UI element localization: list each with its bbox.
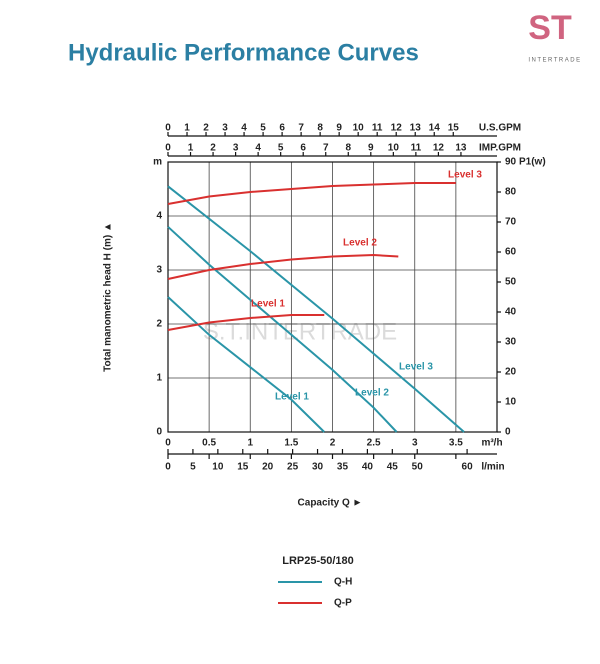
y2-tick-label: 0 bbox=[505, 427, 511, 438]
y-tick-label: 4 bbox=[156, 211, 162, 222]
y2-tick-label: 30 bbox=[505, 337, 517, 348]
curve-label: Level 2 bbox=[355, 388, 389, 399]
top-tick-label: 0 bbox=[165, 123, 171, 134]
curve-label: Level 3 bbox=[399, 362, 433, 373]
x2-unit: l/min bbox=[481, 462, 504, 473]
top-axis-label: U.S.GPM bbox=[479, 123, 521, 134]
curve-label: Level 2 bbox=[343, 238, 377, 249]
curve bbox=[167, 185, 465, 433]
y2-tick-label: 20 bbox=[505, 367, 517, 378]
top-tick-label: 11 bbox=[372, 123, 383, 134]
curve bbox=[167, 314, 325, 331]
x2-tick-label: 25 bbox=[287, 462, 299, 473]
y2-tick-label: 80 bbox=[505, 187, 517, 198]
x2-tick-label: 40 bbox=[362, 462, 374, 473]
logo-text: INTERTRADE bbox=[528, 58, 581, 64]
curve bbox=[167, 253, 399, 280]
x2-tick-label: 20 bbox=[262, 462, 274, 473]
x2-tick-label: 10 bbox=[212, 462, 224, 473]
y2-tick-label: 90 bbox=[505, 157, 517, 168]
top-tick-label: 10 bbox=[353, 123, 365, 134]
x2-tick-label: 15 bbox=[237, 462, 249, 473]
y-tick-label: 2 bbox=[156, 319, 162, 330]
legend-label: Q-P bbox=[334, 598, 352, 609]
x2-tick-label: 0 bbox=[165, 462, 171, 473]
x2-tick-label: 50 bbox=[412, 462, 424, 473]
x-tick-label: 1 bbox=[247, 438, 253, 449]
curve bbox=[167, 182, 456, 205]
top-tick-label: 0 bbox=[165, 143, 171, 154]
x2-tick-label: 30 bbox=[312, 462, 324, 473]
x-tick-label: 0.5 bbox=[202, 438, 216, 449]
watermark: S.T.INTERTRADE bbox=[203, 318, 397, 345]
top-tick-label: 6 bbox=[300, 143, 306, 154]
top-tick-label: 14 bbox=[429, 123, 441, 134]
y2-tick-label: 10 bbox=[505, 397, 517, 408]
top-tick-label: 15 bbox=[448, 123, 460, 134]
x-unit: m³/h bbox=[481, 438, 502, 449]
logo-mark: ST bbox=[528, 9, 572, 47]
top-tick-label: 1 bbox=[184, 123, 190, 134]
top-tick-label: 9 bbox=[368, 143, 374, 154]
y-tick-label: 0 bbox=[156, 427, 162, 438]
top-tick-label: 13 bbox=[455, 143, 467, 154]
y2-unit: P1(w) bbox=[519, 157, 546, 168]
legend-label: Q-H bbox=[334, 577, 352, 588]
top-tick-label: 8 bbox=[317, 123, 323, 134]
top-tick-label: 9 bbox=[336, 123, 342, 134]
top-tick-label: 10 bbox=[388, 143, 400, 154]
x2-tick-label: 5 bbox=[190, 462, 196, 473]
curve bbox=[167, 226, 398, 433]
top-tick-label: 11 bbox=[411, 143, 422, 154]
top-tick-label: 5 bbox=[260, 123, 266, 134]
y2-tick-label: 50 bbox=[505, 277, 517, 288]
top-tick-label: 7 bbox=[323, 143, 329, 154]
curve-label: Level 1 bbox=[251, 299, 285, 310]
y-axis-label: Total manometric head H (m) ▲ bbox=[103, 222, 114, 372]
top-tick-label: 7 bbox=[298, 123, 304, 134]
top-tick-label: 12 bbox=[433, 143, 445, 154]
curve bbox=[167, 296, 325, 433]
top-tick-label: 5 bbox=[278, 143, 284, 154]
x2-tick-label: 60 bbox=[462, 462, 474, 473]
x-tick-label: 2.5 bbox=[367, 438, 381, 449]
x-tick-label: 3 bbox=[412, 438, 418, 449]
top-tick-label: 4 bbox=[255, 143, 261, 154]
x-tick-label: 3.5 bbox=[449, 438, 463, 449]
x-tick-label: 0 bbox=[165, 438, 171, 449]
top-tick-label: 4 bbox=[241, 123, 247, 134]
curve-label: Level 1 bbox=[275, 392, 309, 403]
top-tick-label: 6 bbox=[279, 123, 285, 134]
x2-tick-label: 35 bbox=[337, 462, 349, 473]
y2-tick-label: 70 bbox=[505, 217, 517, 228]
x-tick-label: 1.5 bbox=[284, 438, 298, 449]
y-unit: m bbox=[153, 157, 162, 168]
x-tick-label: 2 bbox=[330, 438, 336, 449]
top-tick-label: 3 bbox=[222, 123, 228, 134]
top-tick-label: 12 bbox=[391, 123, 403, 134]
x2-tick-label: 45 bbox=[387, 462, 399, 473]
legend-title: LRP25-50/180 bbox=[282, 555, 354, 567]
y2-tick-label: 60 bbox=[505, 247, 517, 258]
top-axis-label: IMP.GPM bbox=[479, 143, 521, 154]
top-tick-label: 2 bbox=[210, 143, 216, 154]
top-tick-label: 2 bbox=[203, 123, 209, 134]
y-tick-label: 1 bbox=[156, 373, 162, 384]
x-axis-label: Capacity Q ► bbox=[298, 498, 363, 509]
chart-title: Hydraulic Performance Curves bbox=[68, 39, 419, 66]
y-tick-label: 3 bbox=[156, 265, 162, 276]
curve-label: Level 3 bbox=[448, 170, 482, 181]
top-tick-label: 3 bbox=[233, 143, 239, 154]
top-tick-label: 8 bbox=[345, 143, 351, 154]
top-tick-label: 1 bbox=[188, 143, 194, 154]
y2-tick-label: 40 bbox=[505, 307, 517, 318]
top-tick-label: 13 bbox=[410, 123, 422, 134]
